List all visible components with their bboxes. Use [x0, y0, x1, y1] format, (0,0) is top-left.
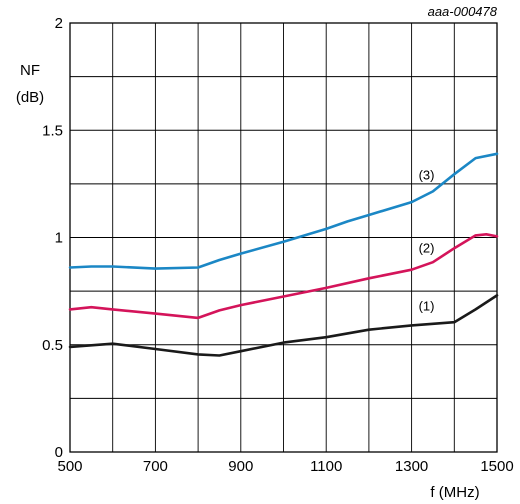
x-tick-labels: 500 700 900 1100 1300 1500	[57, 458, 513, 475]
x-tick-label: 1500	[480, 458, 513, 475]
x-tick-label: 500	[57, 458, 82, 475]
series-label-1: (1)	[419, 298, 435, 313]
y-tick-label: 1	[55, 230, 63, 247]
y-tick-label: 2	[55, 15, 63, 32]
series-label-3: (3)	[419, 168, 435, 183]
series-line-1	[68, 294, 499, 357]
x-axis-label: f (MHz)	[430, 484, 479, 501]
series-label-2: (2)	[419, 241, 435, 256]
x-tick-label: 1100	[310, 458, 342, 475]
y-tick-label: 1.5	[42, 122, 63, 139]
series-line-3	[68, 152, 499, 270]
y-tick-label: 0.5	[42, 337, 63, 354]
x-tick-label: 1300	[395, 458, 428, 475]
grid-lines	[70, 23, 497, 452]
series-labels: (1) (2) (3)	[419, 168, 435, 314]
y-axis-label-line2: (dB)	[16, 89, 44, 106]
x-tick-label: 900	[228, 458, 253, 475]
series-lines	[68, 152, 499, 357]
series-line-2	[68, 233, 499, 320]
figure-code: aaa-000478	[428, 4, 498, 19]
y-tick-label: 0	[55, 444, 63, 461]
y-axis-label-line1: NF	[20, 62, 40, 79]
y-tick-labels: 0 0.5 1 1.5 2	[42, 15, 63, 461]
x-tick-label: 700	[143, 458, 168, 475]
